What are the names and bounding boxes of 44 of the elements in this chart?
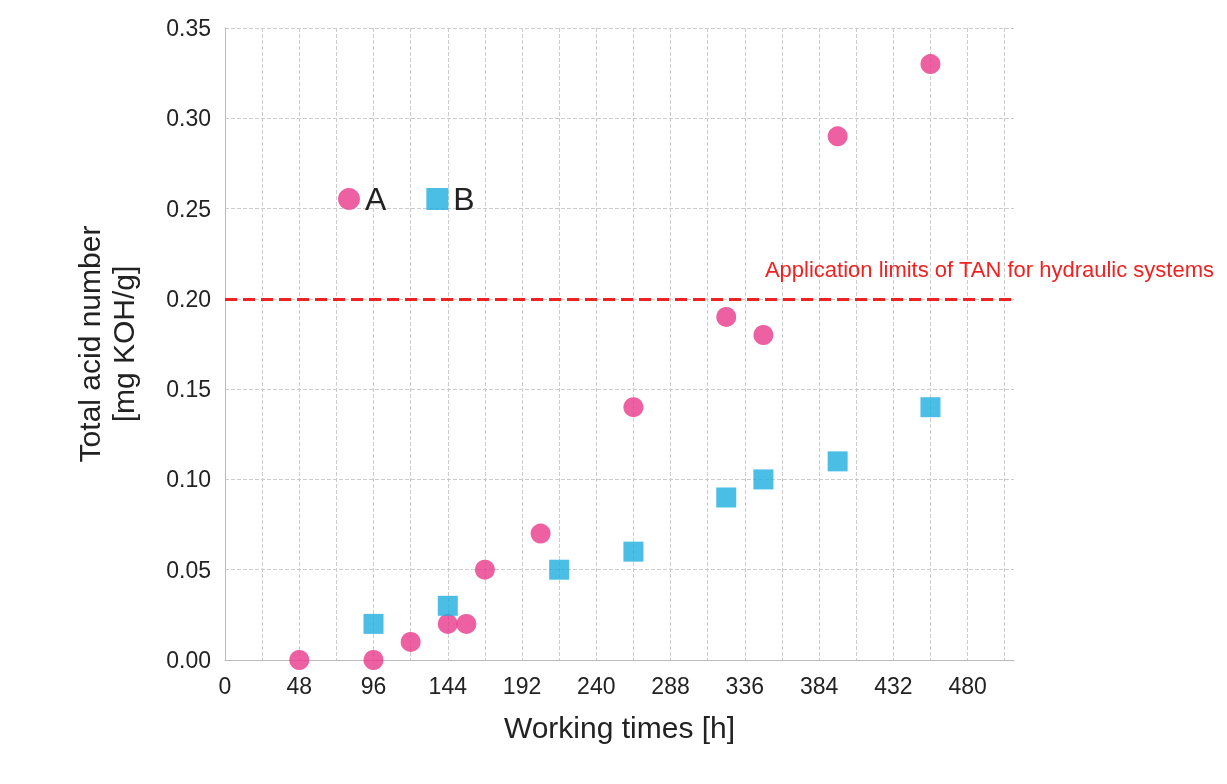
y-tick-label: 0.05	[166, 556, 211, 583]
point	[400, 631, 421, 652]
x-tick-label: 0	[218, 672, 232, 699]
x-tick-label: 432	[874, 672, 913, 699]
y-axis-title: Total acid number [mg KOH/g]	[72, 225, 140, 463]
x-tick-label: 480	[948, 672, 987, 699]
x-tick-label: 384	[799, 672, 839, 699]
point	[920, 54, 941, 75]
point	[456, 613, 477, 634]
y-tick-label: 0.30	[166, 105, 211, 132]
x-tick-label: 48	[286, 672, 313, 699]
x-tick-label: 240	[577, 672, 616, 699]
point	[363, 650, 384, 670]
x-tick-label: 336	[725, 672, 764, 699]
y-tick-label: 0.15	[166, 376, 211, 403]
point	[716, 487, 737, 508]
legend-label: A	[365, 181, 387, 217]
y-tick-label: 0.35	[166, 15, 211, 41]
point	[920, 397, 941, 418]
x-tick-label: 192	[502, 672, 542, 699]
x-tick-label: 144	[428, 672, 468, 699]
point	[716, 306, 737, 327]
x-tick-label: 96	[360, 672, 387, 699]
point	[289, 650, 310, 670]
legend-label: B	[453, 181, 475, 217]
point	[437, 613, 458, 634]
y-tick-label: 0.25	[166, 195, 211, 222]
x-tick-label: 288	[651, 672, 690, 699]
point	[827, 451, 848, 472]
point	[474, 559, 495, 580]
ref-line-label: Application limits of TAN for hydraulic systems	[764, 257, 1214, 283]
point	[623, 397, 644, 418]
x-axis-title: Working times [h]	[503, 710, 736, 744]
point	[530, 523, 551, 544]
point	[549, 559, 570, 580]
y-tick-label: 0.00	[166, 647, 211, 673]
point	[623, 541, 644, 562]
point	[437, 595, 458, 616]
point	[753, 324, 774, 345]
point	[827, 126, 848, 147]
y-tick-label: 0.10	[166, 466, 211, 493]
y-tick-label: 0.20	[166, 285, 211, 312]
point	[753, 469, 774, 490]
point	[363, 613, 384, 634]
